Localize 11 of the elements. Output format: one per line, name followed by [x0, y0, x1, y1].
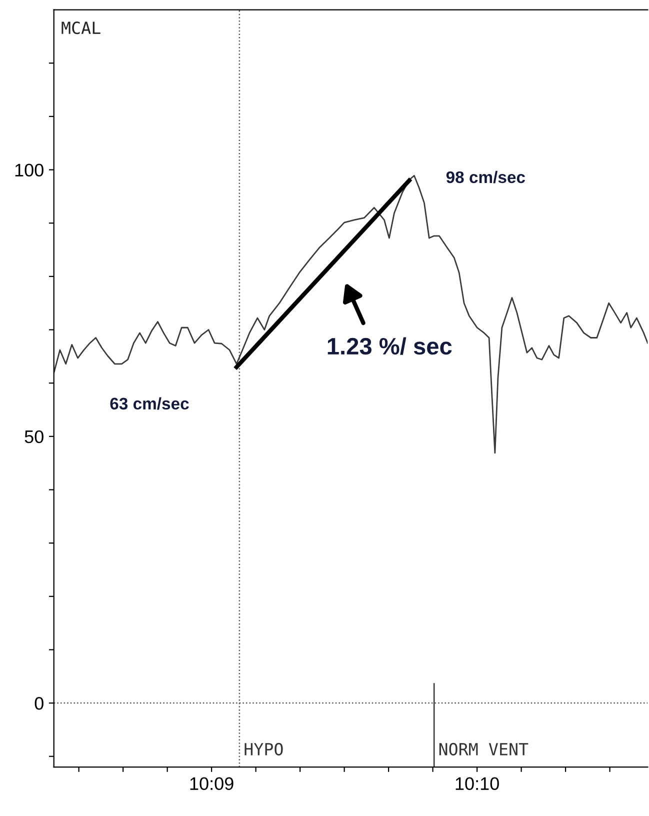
y-tick-label: 50	[24, 430, 44, 444]
annotation: 63 cm/sec	[110, 397, 189, 410]
annotation: 98 cm/sec	[446, 170, 526, 184]
y-tick-label: 100	[15, 164, 44, 176]
y-tick-label: 0	[34, 696, 44, 710]
x-tick-label: 10:10	[456, 777, 499, 790]
ref-line-label: HYPO	[244, 742, 283, 756]
ref-line-label: NORM VENT	[439, 742, 528, 756]
annotation: 1.23 %/ sec	[328, 337, 452, 355]
x-tick-label: 10:09	[190, 777, 234, 790]
y-axis-title: MCAL	[62, 22, 100, 34]
